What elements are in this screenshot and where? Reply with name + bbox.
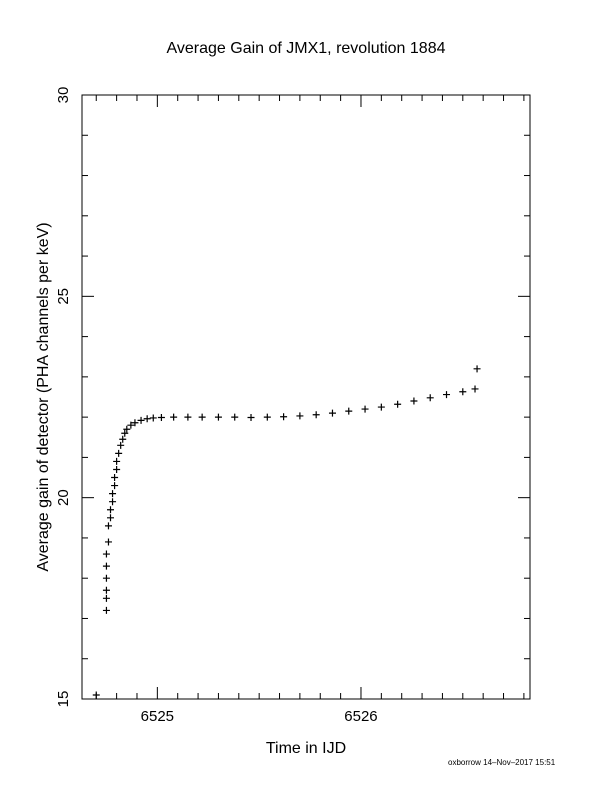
plot-frame [81, 94, 531, 700]
data-point [121, 429, 129, 437]
data-point [312, 411, 320, 419]
data-point [394, 400, 402, 408]
data-point [410, 397, 418, 405]
data-point [102, 606, 110, 614]
y-axis-ticks: 15 20 25 30 [55, 87, 530, 708]
y-tick-label: 15 [55, 691, 72, 708]
y-axis-label: Average gain of detector (PHA channels p… [35, 222, 52, 571]
data-series [92, 365, 481, 699]
data-point [102, 550, 110, 558]
data-point [111, 474, 119, 482]
data-point [119, 435, 127, 443]
data-point [111, 482, 119, 490]
data-point [157, 414, 165, 422]
chart-title: Average Gain of JMX1, revolution 1884 [167, 40, 446, 57]
data-point [473, 365, 481, 373]
data-point [328, 409, 336, 417]
data-point [263, 413, 271, 421]
data-point [137, 416, 145, 424]
data-point [296, 412, 304, 420]
data-point [107, 514, 115, 522]
data-point [107, 506, 115, 514]
data-point [117, 441, 125, 449]
data-point [113, 465, 121, 473]
footer-credit: oxborrow 14–Nov–2017 15:51 [448, 758, 556, 767]
data-point [143, 415, 151, 423]
data-point [459, 388, 467, 396]
data-point [109, 490, 117, 498]
data-point [123, 425, 131, 433]
y-tick-label: 25 [55, 288, 72, 305]
data-point [361, 405, 369, 413]
x-axis-label: Time in IJD [266, 740, 346, 757]
data-point [377, 403, 385, 411]
y-tick-label: 20 [55, 489, 72, 506]
data-point [104, 522, 112, 530]
data-point [247, 414, 255, 422]
data-point [426, 394, 434, 402]
x-tick-label: 6526 [344, 708, 377, 725]
data-point [184, 413, 192, 421]
data-point [127, 421, 135, 429]
data-point [345, 407, 353, 415]
data-point [280, 413, 288, 421]
data-point [104, 538, 112, 546]
data-point [471, 385, 479, 393]
data-point [131, 419, 139, 427]
data-point [115, 449, 123, 457]
data-point [109, 498, 117, 506]
data-point [102, 562, 110, 570]
x-axis-ticks: 6525 6526 [95, 95, 525, 725]
data-point [113, 457, 121, 465]
data-point [149, 414, 157, 422]
data-point [231, 413, 239, 421]
data-point [102, 586, 110, 594]
y-tick-label: 30 [55, 87, 72, 104]
data-point [102, 594, 110, 602]
data-point [443, 391, 451, 399]
data-point [198, 413, 206, 421]
data-point [102, 574, 110, 582]
data-point [214, 413, 222, 421]
data-point [92, 691, 100, 699]
x-tick-label: 6525 [141, 708, 174, 725]
data-point [170, 413, 178, 421]
